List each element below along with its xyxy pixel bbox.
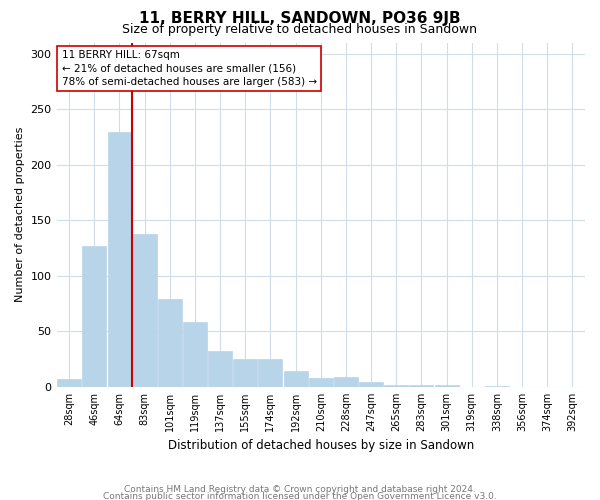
Text: Size of property relative to detached houses in Sandown: Size of property relative to detached ho… — [122, 22, 478, 36]
Bar — [133, 234, 157, 387]
Bar — [107, 132, 131, 387]
X-axis label: Distribution of detached houses by size in Sandown: Distribution of detached houses by size … — [167, 440, 474, 452]
Bar — [82, 246, 106, 387]
Text: Contains public sector information licensed under the Open Government Licence v3: Contains public sector information licen… — [103, 492, 497, 500]
Bar — [434, 384, 458, 387]
Bar — [57, 379, 81, 387]
Bar — [208, 352, 232, 387]
Bar — [309, 378, 333, 387]
Text: 11 BERRY HILL: 67sqm
← 21% of detached houses are smaller (156)
78% of semi-deta: 11 BERRY HILL: 67sqm ← 21% of detached h… — [62, 50, 317, 86]
Bar — [359, 382, 383, 387]
Bar — [259, 359, 283, 387]
Bar — [485, 386, 509, 387]
Y-axis label: Number of detached properties: Number of detached properties — [15, 127, 25, 302]
Bar — [233, 359, 257, 387]
Text: 11, BERRY HILL, SANDOWN, PO36 9JB: 11, BERRY HILL, SANDOWN, PO36 9JB — [139, 11, 461, 26]
Text: Contains HM Land Registry data © Crown copyright and database right 2024.: Contains HM Land Registry data © Crown c… — [124, 485, 476, 494]
Bar — [158, 299, 182, 387]
Bar — [183, 322, 207, 387]
Bar — [385, 384, 408, 387]
Bar — [284, 372, 308, 387]
Bar — [334, 377, 358, 387]
Bar — [409, 384, 433, 387]
